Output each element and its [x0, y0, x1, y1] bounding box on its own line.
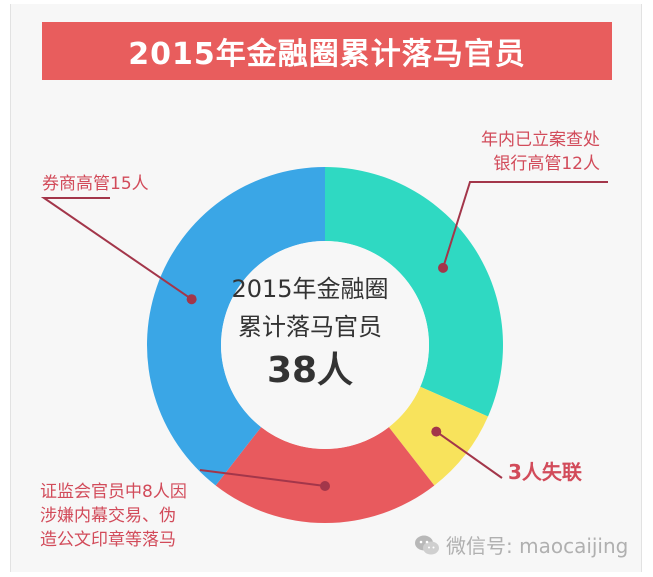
leader-line: [442, 181, 608, 269]
label-bank-executives: 年内已立案查处 银行高管12人: [481, 130, 600, 174]
donut-hole: [221, 241, 429, 449]
center-total: 38人: [266, 350, 354, 391]
slice-broker-executives: [146, 167, 325, 486]
slice-missing: [388, 386, 489, 486]
label-broker-executives: 券商高管15人: [42, 174, 149, 194]
slice-bank-executives: [325, 167, 504, 417]
leader-line: [199, 469, 326, 487]
center-line-2: 累计落马官员: [238, 313, 382, 341]
title-banner: 2015年金融圈累计落马官员: [42, 22, 612, 80]
watermark: 微信号: maocaijing: [414, 530, 628, 559]
leader-line: [435, 430, 503, 479]
watermark-text: 微信号: maocaijing: [446, 534, 629, 558]
wechat-icon: [415, 535, 439, 554]
center-line-1: 2015年金融圈: [231, 275, 389, 303]
chart-title: 2015年金融圈累计落马官员: [128, 37, 526, 72]
leader-line: [40, 197, 193, 301]
label-csrc-officials: 证监会官员中8人因 涉嫌内幕交易、伪 造公文印章等落马: [40, 482, 187, 550]
center-label: 2015年金融圈 累计落马官员 38人: [205, 270, 415, 396]
label-missing: 3人失联: [508, 460, 582, 484]
slice-csrc-officials: [215, 427, 435, 524]
